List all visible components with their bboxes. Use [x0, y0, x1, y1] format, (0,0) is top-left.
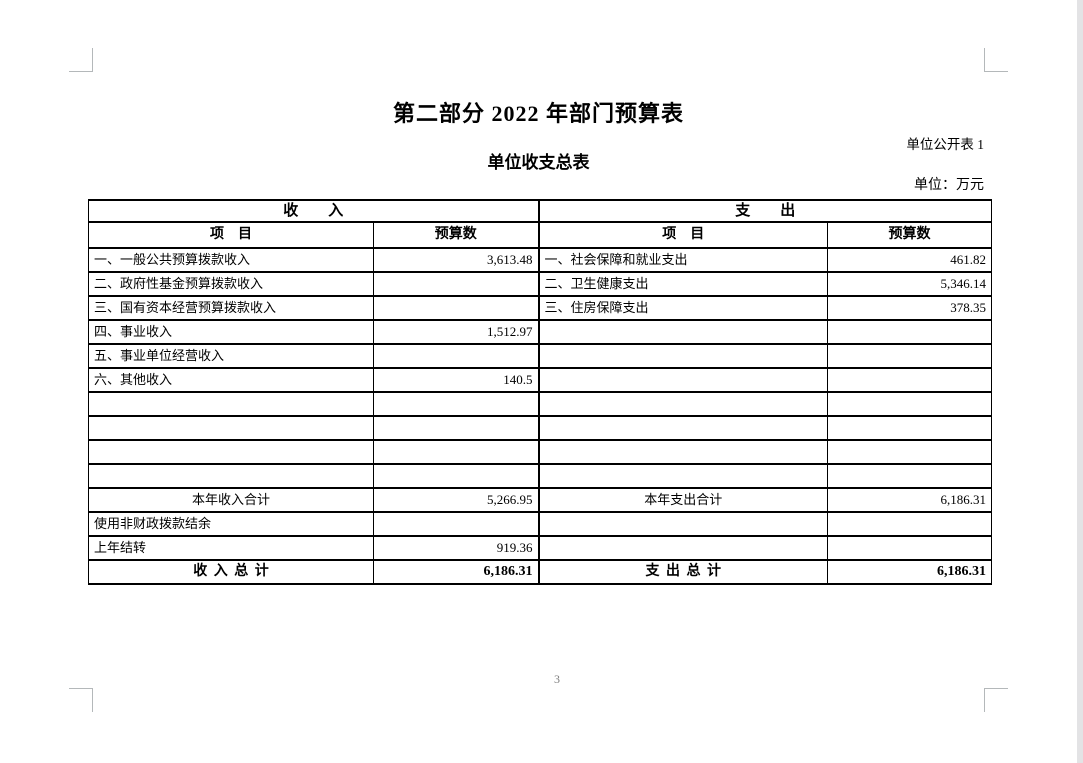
grand-total-row: 收 入 总 计 6,186.31 支 出 总 计 6,186.31	[88, 559, 993, 585]
expense-value-cell	[827, 367, 993, 393]
expense-item-cell	[537, 343, 829, 369]
income-value-cell	[372, 391, 540, 417]
income-total-value: 6,186.31	[372, 559, 540, 585]
income-subtotal-value: 5,266.95	[372, 487, 540, 513]
income-value-cell: 1,512.97	[372, 319, 540, 345]
income-item-cell	[88, 391, 374, 417]
margin-crop-mark-top-right	[984, 48, 985, 72]
income-value-cell	[372, 295, 540, 321]
income-value-cell	[372, 463, 540, 489]
income-total-label: 收 入 总 计	[88, 559, 374, 585]
expense-total-value: 6,186.31	[827, 559, 993, 585]
table-row-empty	[88, 439, 993, 465]
margin-crop-mark-top-left	[69, 71, 93, 72]
income-item-cell: 三、国有资本经营预算拨款收入	[88, 295, 374, 321]
margin-crop-mark-bottom-left	[92, 688, 93, 712]
budget-summary-table: 收 入 支 出 项 目 预算数 项 目 预算数 一、一般公共预算拨款收入 3,6…	[87, 199, 993, 585]
expense-value-cell	[827, 511, 993, 537]
margin-crop-mark-bottom-left	[69, 688, 93, 689]
expense-subtotal-value: 6,186.31	[827, 487, 993, 513]
income-item-cell: 上年结转	[88, 535, 374, 561]
table-row: 三、国有资本经营预算拨款收入 三、住房保障支出 378.35	[88, 295, 993, 321]
income-item-cell: 一、一般公共预算拨款收入	[88, 247, 374, 273]
income-item-cell	[88, 463, 374, 489]
table-row-empty	[88, 463, 993, 489]
income-value-cell: 919.36	[372, 535, 540, 561]
income-item-cell: 四、事业收入	[88, 319, 374, 345]
section-title: 第二部分 2022 年部门预算表	[392, 101, 684, 126]
table-title: 单位收支总表	[487, 153, 590, 172]
income-budget-header: 预算数	[372, 221, 540, 249]
income-value-cell	[372, 343, 540, 369]
table-row: 六、其他收入 140.5	[88, 367, 993, 393]
income-value-cell: 140.5	[372, 367, 540, 393]
expense-item-cell: 二、卫生健康支出	[537, 271, 829, 297]
expense-value-cell	[827, 343, 993, 369]
viewport-edge	[1077, 0, 1083, 763]
expense-value-cell: 5,346.14	[827, 271, 993, 297]
public-table-label: 单位公开表 1	[906, 137, 984, 152]
margin-crop-mark-top-right	[984, 71, 1008, 72]
income-value-cell	[372, 271, 540, 297]
expense-item-cell	[537, 535, 829, 561]
expense-item-cell	[537, 463, 829, 489]
expense-value-cell	[827, 439, 993, 465]
section-header-row: 收 入 支 出	[87, 199, 993, 223]
expense-value-cell	[827, 415, 993, 441]
expense-value-cell	[827, 319, 993, 345]
expense-value-cell	[827, 463, 993, 489]
income-item-cell: 二、政府性基金预算拨款收入	[88, 271, 374, 297]
page-number: 3	[554, 672, 560, 686]
income-item-cell: 五、事业单位经营收入	[88, 343, 374, 369]
subtotal-row: 本年收入合计 5,266.95 本年支出合计 6,186.31	[88, 487, 993, 513]
expense-item-cell	[537, 367, 829, 393]
margin-crop-mark-bottom-right	[984, 688, 985, 712]
table-row: 一、一般公共预算拨款收入 3,613.48 一、社会保障和就业支出 461.82	[88, 247, 993, 273]
table-row: 使用非财政拨款结余	[88, 511, 993, 537]
expense-value-cell	[827, 535, 993, 561]
expense-value-cell: 461.82	[827, 247, 993, 273]
expense-subtotal-label: 本年支出合计	[537, 487, 829, 513]
column-header-row: 项 目 预算数 项 目 预算数	[88, 221, 993, 249]
income-subtotal-label: 本年收入合计	[88, 487, 374, 513]
margin-crop-mark-top-left	[92, 48, 93, 72]
table-row-empty	[88, 391, 993, 417]
table-row: 二、政府性基金预算拨款收入 二、卫生健康支出 5,346.14	[88, 271, 993, 297]
income-item-cell: 六、其他收入	[88, 367, 374, 393]
income-value-cell	[372, 439, 540, 465]
margin-crop-mark-bottom-right	[984, 688, 1008, 689]
expense-item-cell: 一、社会保障和就业支出	[537, 247, 829, 273]
expense-total-label: 支 出 总 计	[537, 559, 829, 585]
income-value-cell	[372, 415, 540, 441]
table-row: 五、事业单位经营收入	[88, 343, 993, 369]
expense-budget-header: 预算数	[827, 221, 993, 249]
expense-item-cell	[537, 439, 829, 465]
expense-item-cell: 三、住房保障支出	[537, 295, 829, 321]
table-row: 上年结转 919.36	[88, 535, 993, 561]
table-row-empty	[88, 415, 993, 441]
expense-item-cell	[537, 415, 829, 441]
unit-note: 单位：万元	[914, 178, 984, 193]
income-item-cell	[88, 439, 374, 465]
expense-item-cell	[537, 511, 829, 537]
table-row: 四、事业收入 1,512.97	[88, 319, 993, 345]
income-item-cell	[88, 415, 374, 441]
income-item-cell: 使用非财政拨款结余	[88, 511, 374, 537]
expense-item-cell	[537, 319, 829, 345]
expense-section-header: 支 出	[537, 199, 993, 223]
expense-value-cell: 378.35	[827, 295, 993, 321]
income-value-cell	[372, 511, 540, 537]
income-section-header: 收 入	[87, 199, 540, 223]
expense-value-cell	[827, 391, 993, 417]
expense-item-header: 项 目	[537, 221, 829, 249]
expense-item-cell	[537, 391, 829, 417]
income-value-cell: 3,613.48	[372, 247, 540, 273]
income-item-header: 项 目	[88, 221, 374, 249]
